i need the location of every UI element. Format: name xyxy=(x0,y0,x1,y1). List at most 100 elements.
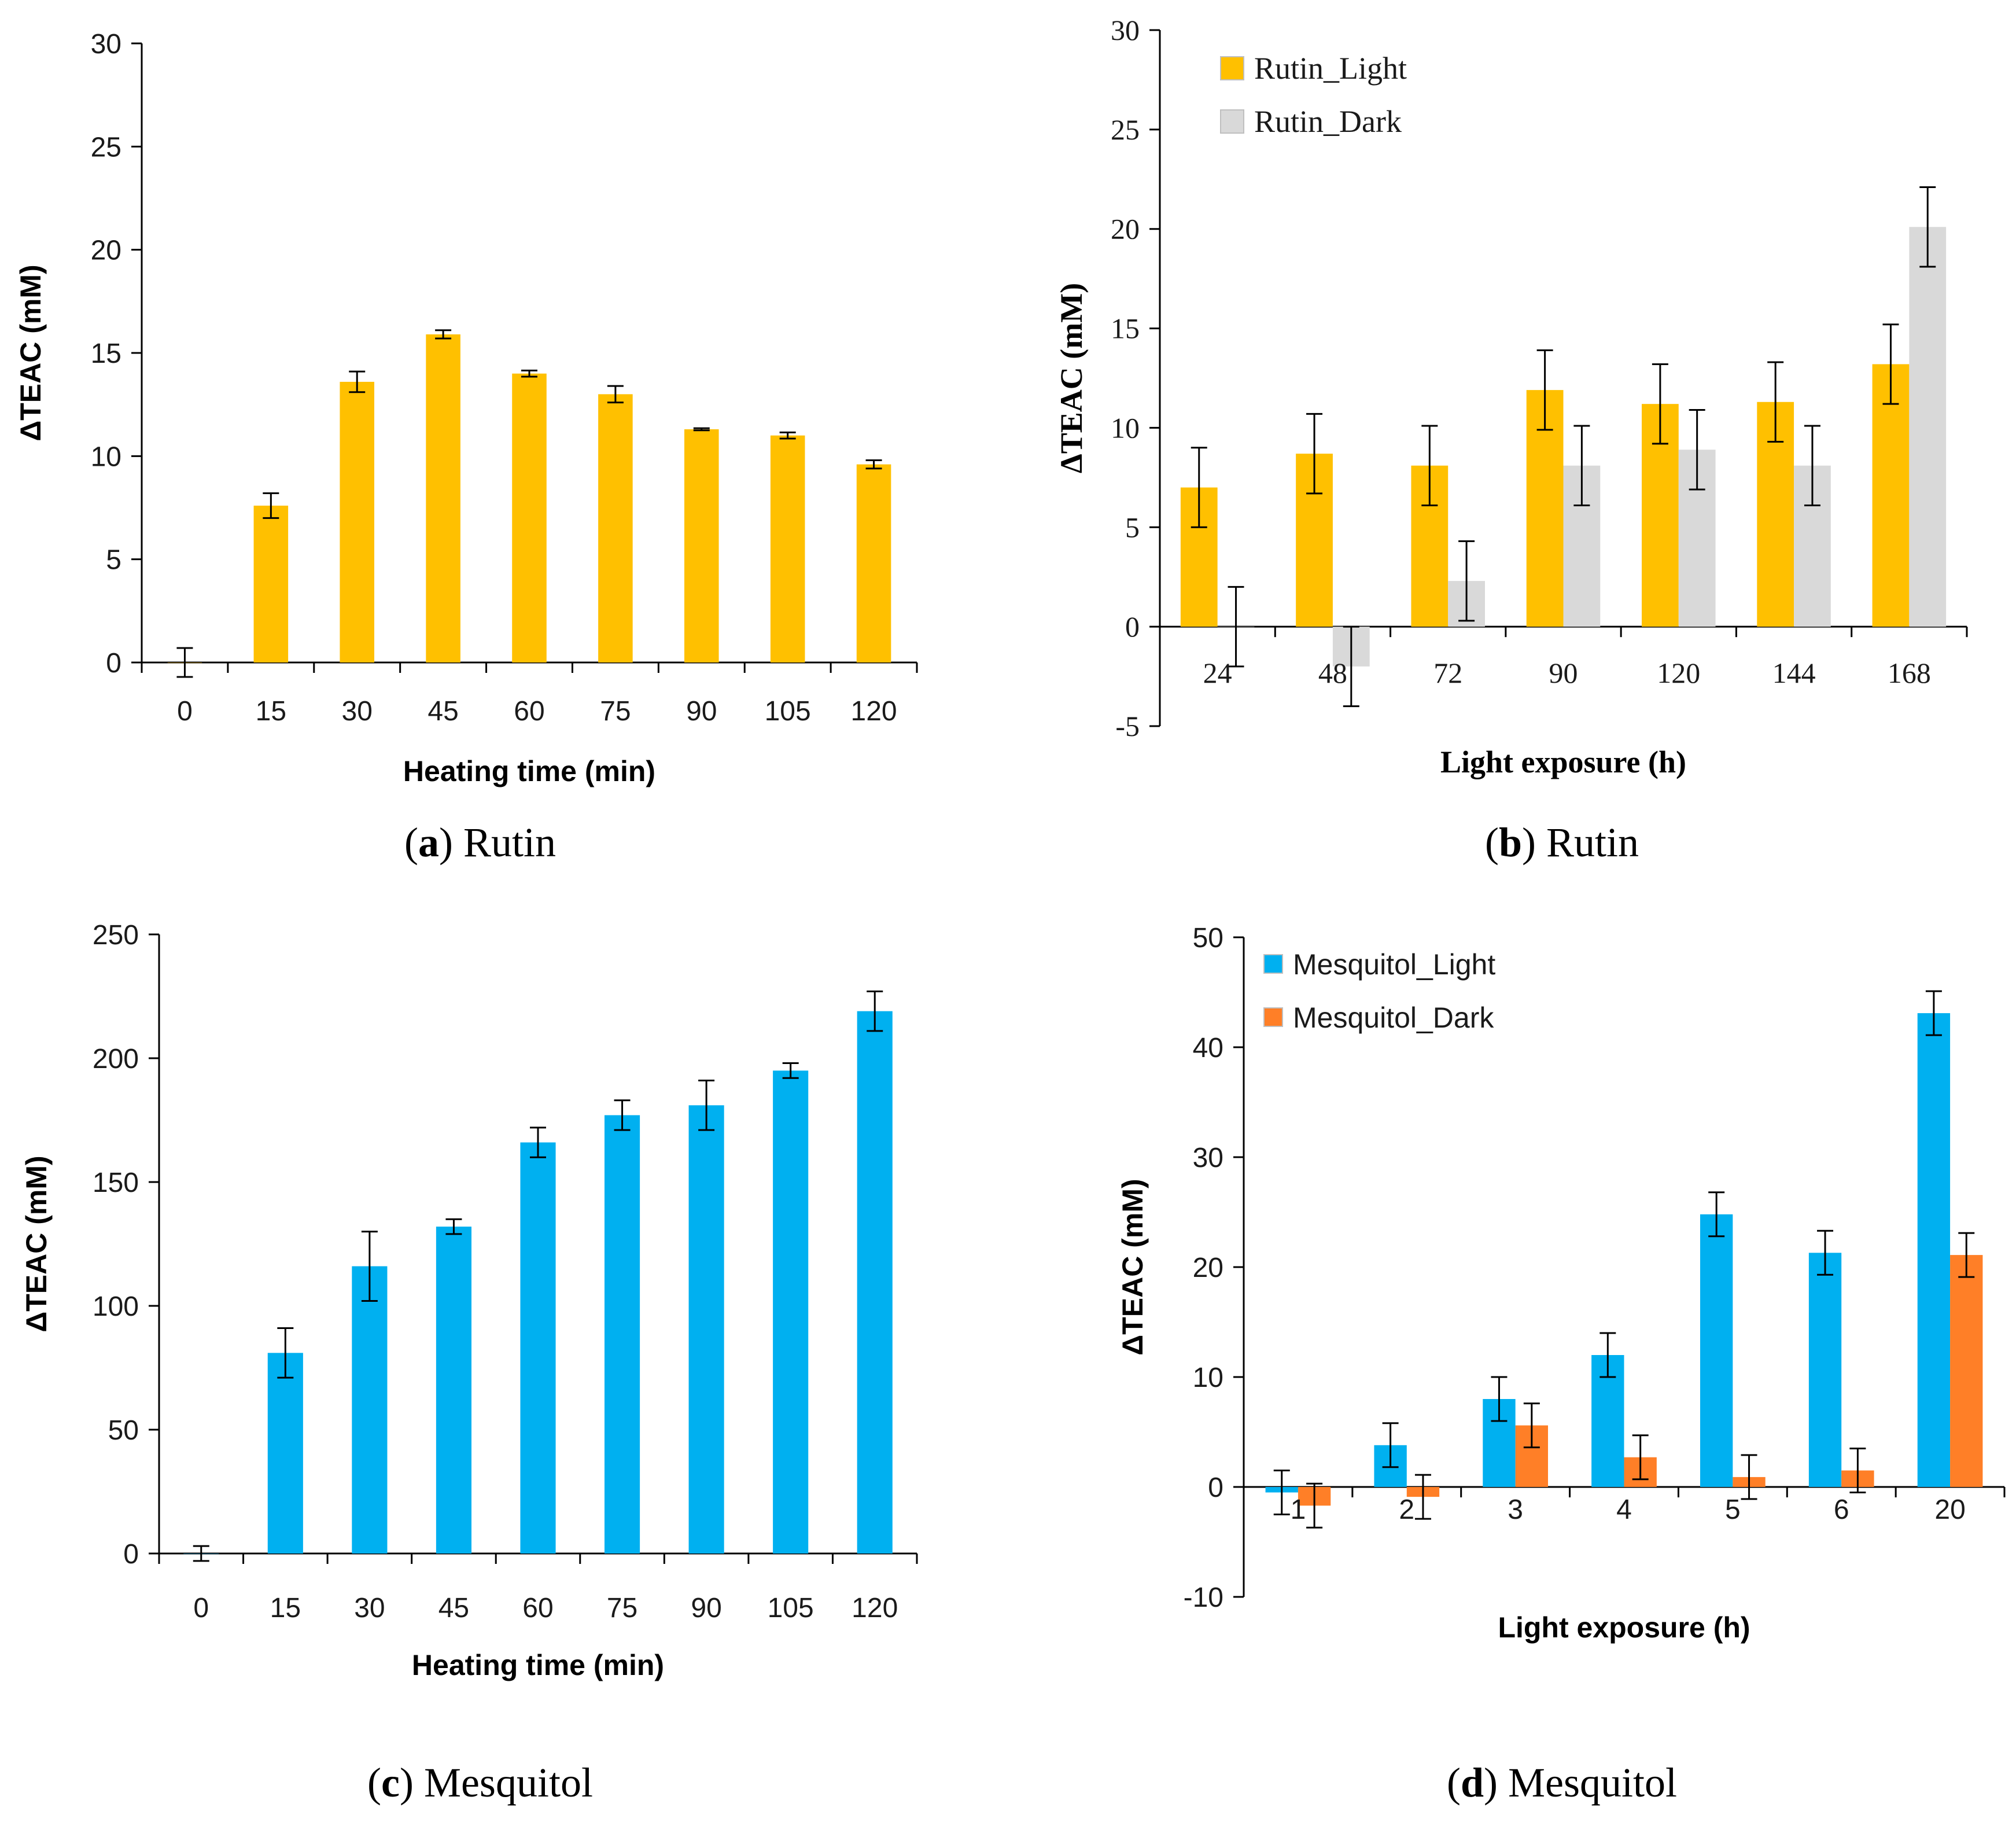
legend-swatch xyxy=(1263,1007,1283,1027)
bar-mesquitol-105 xyxy=(773,1070,809,1553)
x-tick-label: 24 xyxy=(1203,657,1232,689)
error-bar xyxy=(1191,447,1207,528)
bar-rutin-60 xyxy=(512,373,547,662)
bar-mesquitol-light-5 xyxy=(1700,1214,1733,1487)
y-tick-label: 0 xyxy=(123,1539,139,1570)
bar-rutin-30 xyxy=(340,381,374,662)
caption-letter: c xyxy=(381,1759,400,1806)
legend: Mesquitol_Light Mesquitol_Dark xyxy=(1263,948,1495,1034)
y-tick-label: 0 xyxy=(1208,1472,1223,1503)
y-tick-label: 30 xyxy=(1111,14,1140,46)
y-tick-label: 100 xyxy=(93,1291,139,1322)
bar-mesquitol-15 xyxy=(267,1353,303,1553)
error-bar xyxy=(1741,1454,1757,1500)
y-tick-label: 30 xyxy=(91,29,121,60)
x-axis-title: Heating time (min) xyxy=(403,755,655,787)
error-bar xyxy=(779,431,796,440)
x-tick-label: 120 xyxy=(1657,657,1700,689)
error-bar xyxy=(349,370,366,393)
error-bar xyxy=(614,1099,631,1131)
caption-open-paren: ( xyxy=(404,819,418,866)
x-axis-title: Light exposure (h) xyxy=(1440,745,1686,779)
y-tick-label: 0 xyxy=(1125,610,1140,643)
bar-mesquitol-120 xyxy=(857,1011,893,1553)
error-bar xyxy=(1228,586,1244,668)
x-tick-label: 90 xyxy=(691,1593,721,1623)
caption-text: Rutin xyxy=(463,819,556,866)
x-tick-label: 45 xyxy=(427,696,458,727)
x-tick-label: 48 xyxy=(1318,657,1347,689)
y-tick-label: 5 xyxy=(1125,511,1140,543)
caption-letter: d xyxy=(1461,1759,1484,1806)
x-tick-label: 0 xyxy=(193,1593,209,1623)
y-tick-label: 15 xyxy=(91,338,121,369)
error-bar xyxy=(607,385,624,404)
error-bar xyxy=(1925,990,1942,1036)
y-tick-label: 20 xyxy=(1111,213,1140,245)
error-bar xyxy=(1421,425,1438,506)
y-tick-label: 30 xyxy=(1193,1143,1223,1173)
error-bar xyxy=(277,1327,294,1379)
chart-caption: (b) Rutin xyxy=(1485,819,1639,866)
y-tick-label: 250 xyxy=(93,920,139,951)
y-tick-label: 50 xyxy=(1193,923,1223,954)
y-axis-title: ΔTEAC (mM) xyxy=(20,1155,53,1332)
bar-rutin-120 xyxy=(856,464,891,662)
bar-rutin-light-168 xyxy=(1872,364,1910,627)
x-tick-label: 72 xyxy=(1433,657,1462,689)
y-tick-label: 200 xyxy=(93,1044,139,1074)
bar-mesquitol-90 xyxy=(688,1105,724,1553)
error-bar xyxy=(865,459,882,470)
y-axis-title: ΔTEAC (mM) xyxy=(1116,1179,1149,1355)
chart-caption: (a) Rutin xyxy=(404,819,556,866)
y-tick-label: 15 xyxy=(1111,312,1140,345)
chart-panel-a: 0 5 10 15 20 25 30 0 15 30 45 60 75 90 105 120 Heating t… xyxy=(14,29,918,866)
x-tick-label: 2 xyxy=(1399,1494,1414,1525)
error-bar xyxy=(1689,408,1705,491)
error-bar xyxy=(1306,413,1323,495)
x-tick-label: 6 xyxy=(1834,1494,1849,1525)
y-axis-title: ΔTEAC (mM) xyxy=(1054,283,1089,473)
bar-rutin-45 xyxy=(426,334,460,662)
y-tick-label: 5 xyxy=(106,545,121,576)
error-bar xyxy=(1414,1474,1431,1520)
bar-rutin-15 xyxy=(253,505,289,662)
caption-letter: b xyxy=(1499,819,1522,866)
y-tick-label: 150 xyxy=(93,1168,139,1198)
error-bar xyxy=(1958,1232,1975,1278)
x-tick-label: 4 xyxy=(1616,1494,1632,1525)
error-bar xyxy=(1491,1376,1508,1422)
x-tick-label: 120 xyxy=(851,696,897,727)
error-bar xyxy=(1849,1448,1866,1493)
legend-label: Rutin_Light xyxy=(1254,51,1407,86)
bar-mesquitol-light-20 xyxy=(1917,1013,1951,1487)
y-tick-label: 10 xyxy=(91,441,121,472)
y-tick-label: 25 xyxy=(91,132,121,163)
caption-close-paren: ) xyxy=(400,1759,424,1806)
x-tick-label: 90 xyxy=(1549,657,1578,689)
x-tick-label: 105 xyxy=(765,696,811,727)
x-tick-label: 20 xyxy=(1934,1494,1965,1525)
error-bar xyxy=(1523,1402,1540,1449)
x-tick-label: 15 xyxy=(256,696,286,727)
caption-close-paren: ) xyxy=(1484,1759,1508,1806)
caption-text: Mesquitol xyxy=(1508,1759,1677,1806)
error-bar xyxy=(693,427,710,432)
error-bar xyxy=(1882,323,1899,405)
bar-mesquitol-light-6 xyxy=(1808,1253,1842,1487)
y-tick-label: 0 xyxy=(106,648,121,679)
error-bar xyxy=(1804,425,1820,506)
chart-panel-c: 0 50 100 150 200 250 0 15 30 45 60 75 90 105 120 Heatin… xyxy=(20,920,918,1806)
x-tick-label: 90 xyxy=(686,696,717,727)
caption-close-paren: ) xyxy=(439,819,463,866)
error-bar xyxy=(1343,625,1359,708)
legend-swatch xyxy=(1220,109,1244,134)
error-bar xyxy=(1273,1470,1290,1515)
bar-mesquitol-dark-20 xyxy=(1950,1255,1983,1487)
bar-rutin-75 xyxy=(598,394,633,662)
error-bar xyxy=(1599,1332,1616,1378)
x-tick-label: 30 xyxy=(342,696,373,727)
x-tick-label: 0 xyxy=(177,696,193,727)
legend-label: Mesquitol_Dark xyxy=(1293,1002,1494,1034)
